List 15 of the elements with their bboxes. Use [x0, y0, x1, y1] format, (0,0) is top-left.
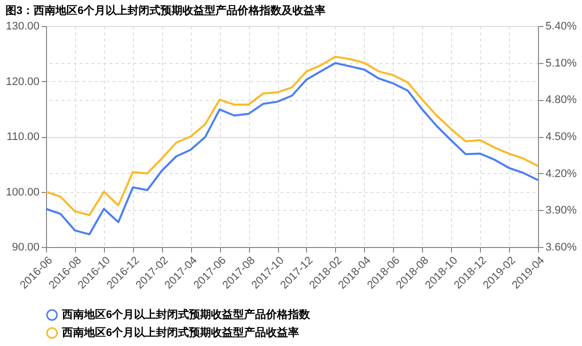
y-tick-label: 130.00	[6, 20, 40, 32]
chart-title: 图3：西南地区6个月以上封闭式预期收益型产品价格指数及收益率	[5, 4, 326, 17]
y2-tick-label: 4.50%	[546, 131, 577, 143]
y-tick-label: 120.00	[6, 76, 40, 88]
y-tick-label: 90.00	[12, 242, 40, 254]
legend-label: 西南地区6个月以上封闭式预期收益型产品收益率	[61, 326, 300, 339]
y2-tick-label: 4.20%	[546, 168, 577, 180]
y2-tick-label: 3.90%	[546, 204, 577, 217]
y-tick-label: 110.00	[6, 131, 40, 143]
y2-tick-label: 5.10%	[546, 57, 577, 70]
y2-tick-label: 4.80%	[546, 94, 577, 106]
y2-tick-label: 5.40%	[546, 20, 577, 32]
y2-tick-label: 3.60%	[546, 242, 577, 254]
legend-label: 西南地区6个月以上封闭式预期收益型产品价格指数	[61, 308, 312, 321]
y-tick-label: 100.00	[6, 186, 40, 198]
